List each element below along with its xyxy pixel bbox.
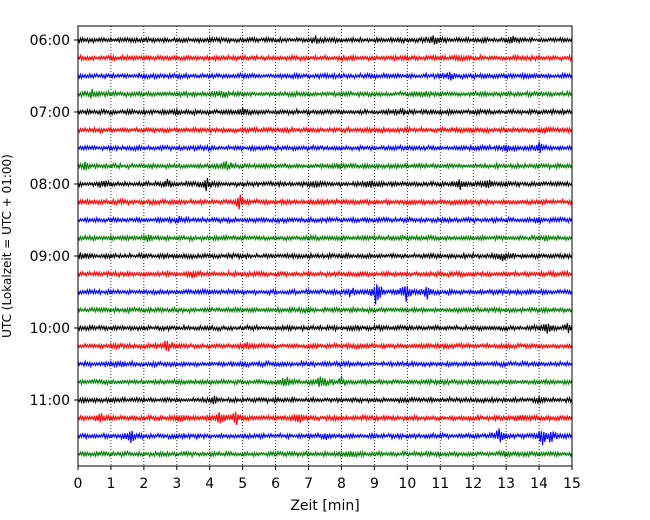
trace-0700 <box>77 107 573 117</box>
y-axis-ticks: 06:00 07:00 08:00 09:00 10:00 11:00 <box>30 33 78 409</box>
x-tick-label-13: 13 <box>497 476 515 492</box>
y-tick-label-0: 06:00 <box>30 33 70 49</box>
trace-0915 <box>77 269 573 279</box>
trace-1030 <box>77 359 573 369</box>
x-tick-label-15: 15 <box>563 476 581 492</box>
trace-0830 <box>77 215 573 225</box>
trace-1145 <box>77 449 573 459</box>
seismic-traces <box>77 35 573 459</box>
trace-0945 <box>77 305 573 315</box>
x-tick-label-6: 6 <box>271 476 280 492</box>
trace-0900 <box>77 251 573 262</box>
trace-1045 <box>77 375 573 387</box>
trace-0600 <box>77 35 573 45</box>
trace-0715 <box>77 125 573 135</box>
x-axis-ticks: 0 1 2 3 4 5 6 7 8 9 10 11 12 13 14 15 <box>74 466 581 492</box>
trace-0630 <box>77 71 573 81</box>
trace-1100 <box>77 395 573 405</box>
trace-0815 <box>77 194 573 210</box>
x-tick-label-10: 10 <box>398 476 416 492</box>
x-tick-label-8: 8 <box>337 476 346 492</box>
x-tick-label-9: 9 <box>370 476 379 492</box>
plot-frame <box>77 25 573 467</box>
x-tick-label-14: 14 <box>530 476 548 492</box>
trace-1015 <box>77 340 573 352</box>
y-tick-label-3: 09:00 <box>30 249 70 265</box>
y-tick-label-4: 10:00 <box>30 321 70 337</box>
y-axis-label: UTC (Lokalzeit = UTC + 01:00) <box>0 154 14 338</box>
trace-0730 <box>77 141 573 153</box>
x-tick-label-11: 11 <box>431 476 449 492</box>
x-tick-label-2: 2 <box>139 476 148 492</box>
trace-0800 <box>77 177 573 192</box>
trace-0845 <box>77 233 573 243</box>
y-tick-label-2: 08:00 <box>30 177 70 193</box>
x-tick-label-12: 12 <box>464 476 482 492</box>
x-tick-label-0: 0 <box>74 476 83 492</box>
x-axis-label: Zeit [min] <box>290 498 359 514</box>
x-tick-label-3: 3 <box>172 476 181 492</box>
x-tick-label-7: 7 <box>304 476 313 492</box>
x-tick-label-5: 5 <box>238 476 247 492</box>
trace-0645 <box>77 89 573 99</box>
trace-0745 <box>77 160 573 171</box>
trace-1115 <box>77 411 573 426</box>
trace-0615 <box>77 53 573 63</box>
y-tick-label-1: 07:00 <box>30 105 70 121</box>
grid-lines <box>110 26 540 466</box>
trace-1130 <box>77 428 573 446</box>
trace-0930 <box>77 284 573 305</box>
y-tick-label-5: 11:00 <box>30 393 70 409</box>
trace-1000 <box>77 322 573 334</box>
x-tick-label-1: 1 <box>106 476 115 492</box>
x-tick-label-4: 4 <box>205 476 214 492</box>
